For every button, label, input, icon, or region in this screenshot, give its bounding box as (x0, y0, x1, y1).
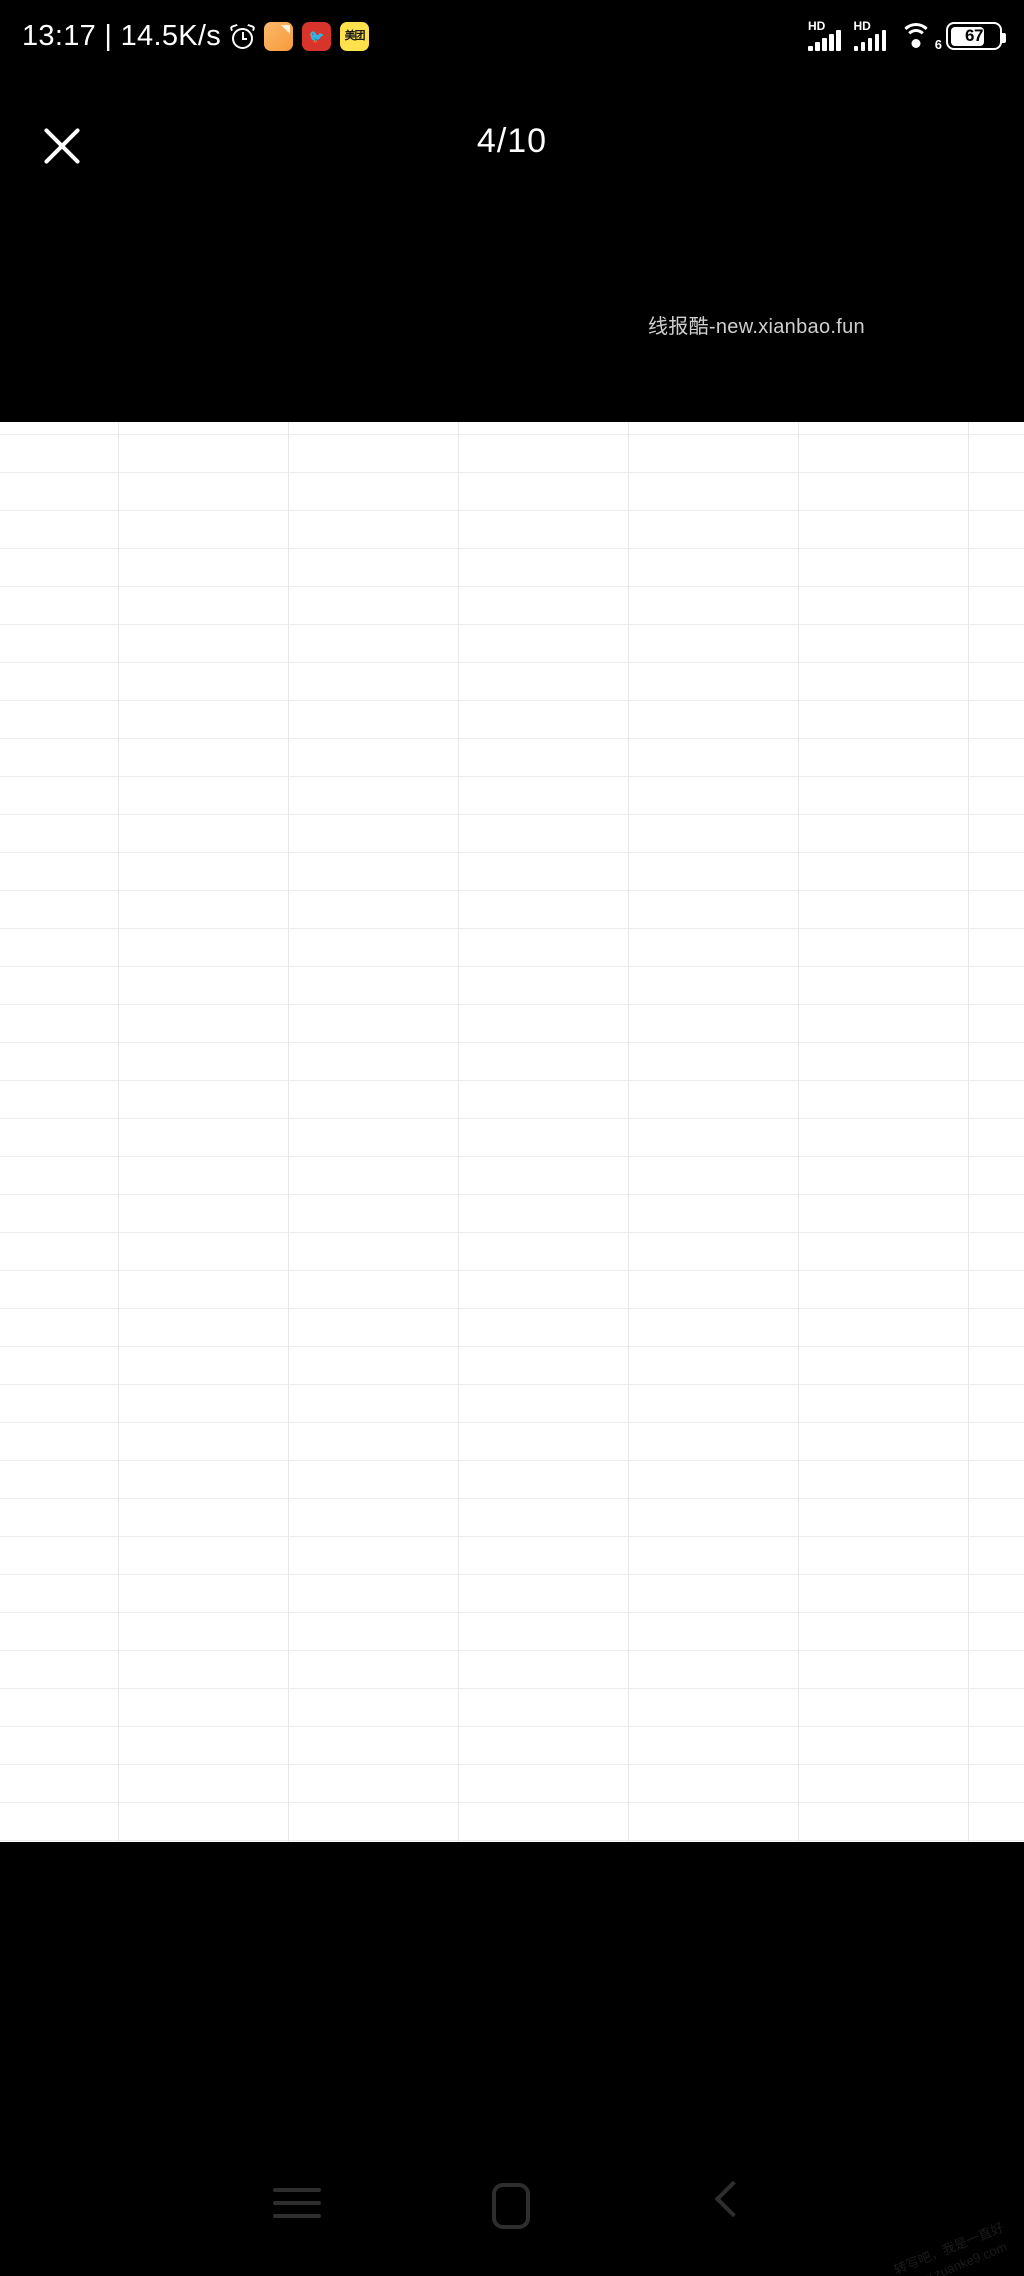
spreadsheet-grid (0, 422, 1024, 1842)
page-indicator: 4/10 (476, 122, 548, 160)
meituan-app-badge: 美团 (340, 21, 370, 51)
image-viewer-header: 4/10 (0, 110, 1024, 190)
status-clock: 13:17 | 14.5K/s (22, 19, 222, 52)
notes-app-badge (264, 21, 294, 51)
home-icon[interactable] (481, 2180, 543, 2232)
battery-level: 67 (965, 26, 983, 45)
watermark-top: 线报酷-new.xianbao.fun (648, 316, 865, 338)
fliggy-app-badge: 🐦 (302, 21, 332, 51)
back-icon[interactable] (700, 2180, 762, 2232)
status-bar: 13:17 | 14.5K/s 🐦 美团 HD HD 6 (0, 0, 1024, 72)
alarm-clock-icon (229, 23, 256, 49)
battery-icon: 67 (946, 22, 1006, 50)
wifi-icon: 6 (899, 22, 942, 52)
status-bar-right: HD HD 6 67 (808, 20, 1006, 52)
menu-icon[interactable] (266, 2180, 328, 2232)
spreadsheet-image (0, 422, 1024, 1842)
status-bar-left: 13:17 | 14.5K/s 🐦 美团 (22, 19, 370, 53)
bird-icon: 🐦 (308, 28, 325, 44)
signal-sim2-icon: HD (853, 20, 886, 51)
navigation-bar (0, 2136, 1024, 2276)
signal-sim1-icon: HD (808, 20, 841, 51)
